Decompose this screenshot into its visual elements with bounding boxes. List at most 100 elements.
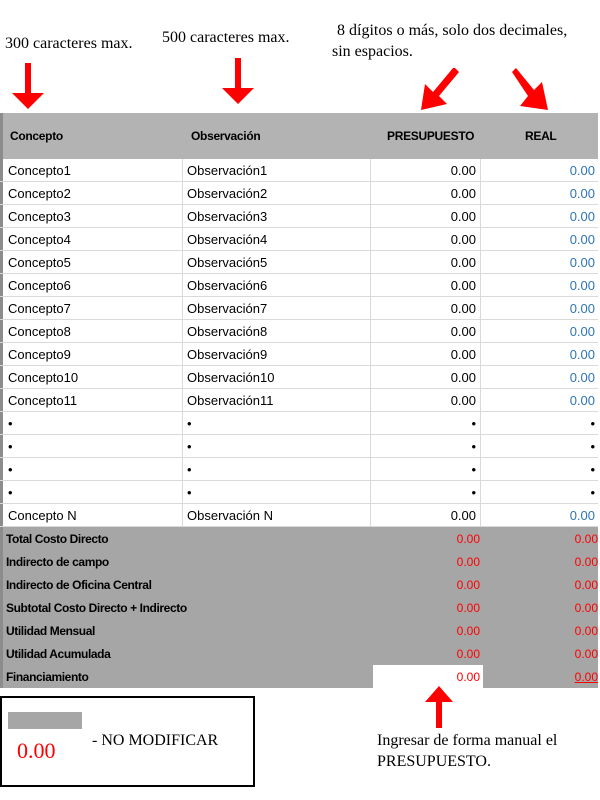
- concepto-cell[interactable]: Concepto5: [0, 251, 182, 273]
- table-row: Concepto2 Observación2 0.00 0.00: [0, 182, 598, 205]
- placeholder-row: • • • •: [0, 481, 598, 504]
- real-cell[interactable]: 0.00: [480, 205, 598, 227]
- totals-row: Subtotal Costo Directo + Indirecto 0.00 0.…: [3, 596, 598, 619]
- totals-presupuesto-value: 0.00: [456, 601, 480, 615]
- real-cell[interactable]: 0.00: [480, 274, 598, 296]
- presupuesto-cell[interactable]: 0.00: [370, 228, 480, 250]
- real-cell[interactable]: 0.00: [480, 159, 598, 181]
- legend-gray-swatch: [8, 712, 82, 729]
- totals-presupuesto-value: 0.00: [456, 555, 480, 569]
- concepto-limit-note: 300 caracteres max.: [5, 35, 133, 52]
- observacion-cell[interactable]: •: [182, 481, 370, 503]
- presupuesto-cell[interactable]: 0.00: [370, 251, 480, 273]
- observacion-cell[interactable]: Observación4: [182, 228, 370, 250]
- real-cell[interactable]: •: [480, 458, 598, 480]
- totals-presupuesto-value: 0.00: [456, 532, 480, 546]
- financiamiento-presupuesto-value[interactable]: 0.00: [456, 670, 480, 684]
- presupuesto-cell[interactable]: 0.00: [370, 297, 480, 319]
- observacion-cell[interactable]: Observación10: [182, 366, 370, 388]
- presupuesto-cell[interactable]: 0.00: [370, 343, 480, 365]
- table-row: Concepto7 Observación7 0.00 0.00: [0, 297, 598, 320]
- concepto-cell[interactable]: Concepto3: [0, 205, 182, 227]
- presupuesto-cell[interactable]: 0.00: [370, 274, 480, 296]
- concepto-cell[interactable]: Concepto N: [0, 504, 182, 526]
- presupuesto-cell[interactable]: 0.00: [370, 320, 480, 342]
- table-row: Concepto10 Observación10 0.00 0.00: [0, 366, 598, 389]
- concepto-cell[interactable]: Concepto9: [0, 343, 182, 365]
- concepto-cell[interactable]: Concepto4: [0, 228, 182, 250]
- observacion-cell[interactable]: Observación N: [182, 504, 370, 526]
- real-cell[interactable]: •: [480, 481, 598, 503]
- presupuesto-cell[interactable]: •: [370, 458, 480, 480]
- observacion-cell[interactable]: Observación7: [182, 297, 370, 319]
- totals-row-label: Subtotal Costo Directo + Indirecto: [6, 601, 187, 615]
- concepto-cell[interactable]: Concepto10: [0, 366, 182, 388]
- observacion-cell[interactable]: Observación1: [182, 159, 370, 181]
- presupuesto-cell[interactable]: 0.00: [370, 389, 480, 411]
- placeholder-row: • • • •: [0, 458, 598, 481]
- digits-note-line2: sin espacios.: [332, 43, 413, 60]
- totals-row-label: Utilidad Acumulada: [6, 647, 111, 661]
- real-cell[interactable]: 0.00: [480, 389, 598, 411]
- concepto-cell[interactable]: Concepto2: [0, 182, 182, 204]
- totals-row-label: Financiamiento: [6, 670, 89, 684]
- legend-red-value: 0.00: [17, 738, 56, 763]
- real-cell[interactable]: 0.00: [480, 228, 598, 250]
- presupuesto-cell[interactable]: 0.00: [370, 504, 480, 526]
- observacion-cell[interactable]: Observación11: [182, 389, 370, 411]
- totals-presupuesto-value: 0.00: [456, 624, 480, 638]
- concepto-cell[interactable]: Concepto8: [0, 320, 182, 342]
- presupuesto-cell[interactable]: 0.00: [370, 182, 480, 204]
- observacion-cell[interactable]: •: [182, 435, 370, 457]
- observacion-cell[interactable]: Observación2: [182, 182, 370, 204]
- real-cell[interactable]: 0.00: [480, 297, 598, 319]
- observacion-cell[interactable]: Observación8: [182, 320, 370, 342]
- observacion-cell[interactable]: Observación6: [182, 274, 370, 296]
- concepto-cell[interactable]: •: [0, 435, 182, 457]
- concepto-cell[interactable]: •: [0, 481, 182, 503]
- totals-row: Financiamiento 0.00 0.00: [3, 665, 598, 688]
- arrow-down-icon: [222, 58, 254, 104]
- totals-presupuesto-value: 0.00: [456, 578, 480, 592]
- real-cell[interactable]: 0.00: [480, 504, 598, 526]
- observacion-cell[interactable]: Observación5: [182, 251, 370, 273]
- totals-row: Utilidad Mensual 0.00 0.00: [3, 619, 598, 642]
- presupuesto-cell[interactable]: 0.00: [370, 366, 480, 388]
- real-cell[interactable]: 0.00: [480, 182, 598, 204]
- concepto-cell[interactable]: Concepto1: [0, 159, 182, 181]
- real-cell[interactable]: •: [480, 435, 598, 457]
- observacion-cell[interactable]: •: [182, 412, 370, 434]
- concepto-cell[interactable]: Concepto7: [0, 297, 182, 319]
- concepto-cell[interactable]: Concepto6: [0, 274, 182, 296]
- totals-presupuesto-value: 0.00: [456, 647, 480, 661]
- real-cell[interactable]: 0.00: [480, 343, 598, 365]
- presupuesto-cell[interactable]: •: [370, 412, 480, 434]
- table-row: Concepto11 Observación11 0.00 0.00: [0, 389, 598, 412]
- totals-real-value: 0.00: [574, 601, 598, 615]
- totals-row-label: Indirecto de campo: [6, 555, 109, 569]
- digits-note-line1: 8 dígitos o más, solo dos decimales,: [337, 22, 568, 39]
- presupuesto-cell[interactable]: •: [370, 435, 480, 457]
- totals-real-value: 0.00: [574, 578, 598, 592]
- real-cell[interactable]: 0.00: [480, 366, 598, 388]
- legend-box: 0.00 - NO MODIFICAR: [0, 696, 255, 787]
- real-cell[interactable]: 0.00: [480, 320, 598, 342]
- concepts-table: Concepto1 Observación1 0.00 0.00 Concepto2 Ob…: [0, 159, 598, 527]
- totals-row: Utilidad Acumulada 0.00 0.00: [3, 642, 598, 665]
- header-concepto: Concepto: [10, 129, 63, 143]
- table-row: Concepto9 Observación9 0.00 0.00: [0, 343, 598, 366]
- observacion-cell[interactable]: Observación3: [182, 205, 370, 227]
- concepto-cell[interactable]: •: [0, 458, 182, 480]
- observacion-cell[interactable]: •: [182, 458, 370, 480]
- real-cell[interactable]: •: [480, 412, 598, 434]
- table-header: Concepto Observación PRESUPUESTO REAL: [0, 113, 598, 159]
- concepto-cell[interactable]: Concepto11: [0, 389, 182, 411]
- concepto-cell[interactable]: •: [0, 412, 182, 434]
- presupuesto-cell[interactable]: 0.00: [370, 159, 480, 181]
- financiamiento-input-cell[interactable]: [373, 665, 483, 688]
- presupuesto-cell[interactable]: 0.00: [370, 205, 480, 227]
- presupuesto-cell[interactable]: •: [370, 481, 480, 503]
- real-cell[interactable]: 0.00: [480, 251, 598, 273]
- placeholder-row: • • • •: [0, 412, 598, 435]
- observacion-cell[interactable]: Observación9: [182, 343, 370, 365]
